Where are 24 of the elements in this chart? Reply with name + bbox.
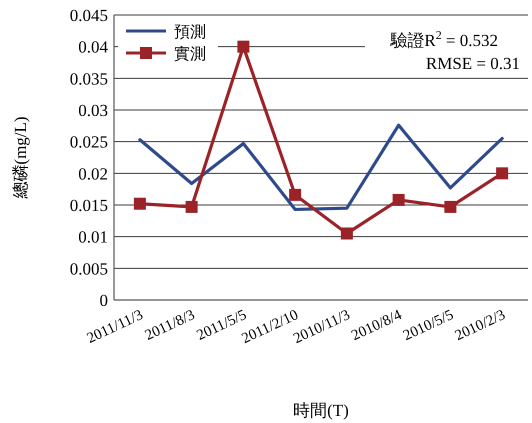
legend-label: 實測 (174, 45, 206, 63)
y-tick-label: 0.005 (70, 259, 108, 278)
x-axis-title: 時間(T) (293, 401, 349, 420)
annotation: 驗證R$^{2}$ = 0.532 (389, 28, 498, 50)
point (289, 188, 302, 201)
legend-label: 預測 (174, 23, 206, 41)
y-tick-label: 0.02 (78, 164, 108, 184)
annotation: RMSE = 0.31 (426, 54, 520, 73)
point (134, 198, 146, 210)
y-tick-label: 0.025 (70, 132, 108, 152)
y-tick-label: 0 (100, 291, 108, 310)
y-tick-label: 0.015 (70, 196, 108, 215)
y-tick-label: 0.045 (70, 6, 108, 25)
point (340, 228, 353, 240)
point (392, 194, 405, 206)
y-tick-label: 0.035 (70, 69, 108, 88)
y-tick-label: 0.04 (78, 38, 108, 57)
point (496, 167, 508, 180)
y-axis-title: 總磷(mg/L) (11, 116, 30, 200)
point (237, 40, 250, 53)
point (186, 200, 198, 213)
y-tick-label: 0.01 (78, 228, 108, 247)
point (444, 200, 456, 213)
y-tick-label: 0.03 (78, 101, 108, 120)
